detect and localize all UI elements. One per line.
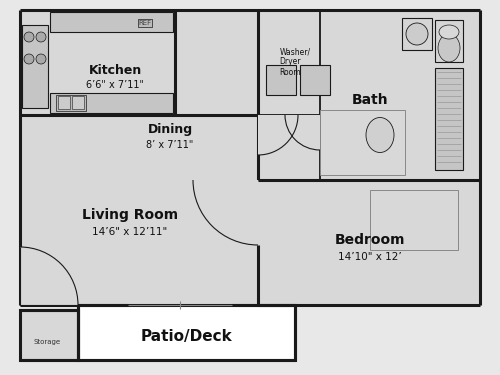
Bar [320,110,405,175]
Bar [266,65,296,95]
Text: Patio/Deck: Patio/Deck [140,328,232,344]
Wedge shape [258,115,298,155]
Bar [22,25,48,108]
Text: Washer/
Dryer
Room: Washer/ Dryer Room [280,47,310,77]
Text: 14’10" x 12’: 14’10" x 12’ [338,252,402,262]
Bar [300,65,330,95]
Bar [72,96,84,109]
Bar [58,96,70,109]
Text: Dining: Dining [148,123,192,136]
Bar [50,93,173,113]
Ellipse shape [439,25,459,39]
Circle shape [36,32,46,42]
Text: Bedroom: Bedroom [335,233,405,247]
Circle shape [24,32,34,42]
Text: Kitchen: Kitchen [88,63,142,76]
Bar [20,310,78,360]
Text: 8’ x 7’11": 8’ x 7’11" [146,140,194,150]
Ellipse shape [366,117,394,153]
Text: 14’6" x 12’11": 14’6" x 12’11" [92,227,168,237]
Bar [370,190,458,250]
Bar [78,305,295,360]
Bar [56,95,86,111]
Text: Storage: Storage [34,339,60,345]
Bar [435,20,463,62]
Ellipse shape [438,34,460,62]
Bar [50,12,173,32]
Wedge shape [285,115,320,150]
Bar [402,18,432,50]
Text: REF: REF [138,20,151,26]
Text: Living Room: Living Room [82,208,178,222]
Wedge shape [20,247,78,305]
Circle shape [36,54,46,64]
Bar [435,68,463,170]
Text: Bath: Bath [352,93,389,107]
Ellipse shape [406,23,428,45]
Bar [20,10,480,305]
Circle shape [24,54,34,64]
Wedge shape [193,180,258,245]
Text: 6’6" x 7’11": 6’6" x 7’11" [86,80,144,90]
